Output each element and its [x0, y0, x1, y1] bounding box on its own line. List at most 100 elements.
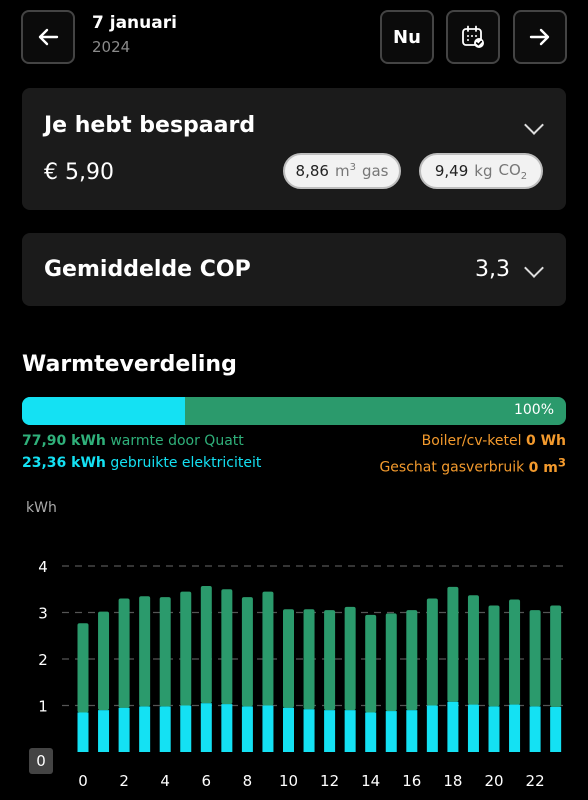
date-year: 2024 [92, 38, 131, 56]
y-tick-label: 1 [38, 698, 48, 716]
bar-heat [365, 614, 377, 713]
x-tick-label: 4 [160, 772, 170, 790]
chevron-down-icon[interactable] [524, 115, 544, 135]
x-tick-label: 6 [202, 772, 212, 790]
bar-heat [303, 609, 315, 710]
arrow-right-icon [529, 28, 550, 46]
bar-heat [529, 610, 541, 707]
savings-title: Je hebt bespaard [44, 113, 256, 138]
x-tick-label: 16 [402, 772, 421, 790]
x-tick-label: 10 [279, 772, 298, 790]
bar-electricity [365, 712, 377, 752]
bar-heat [385, 613, 397, 712]
bar-heat [262, 591, 274, 706]
x-tick-label: 20 [484, 772, 503, 790]
bar-heat [200, 585, 212, 704]
bar-heat [159, 597, 171, 707]
chevron-down-icon[interactable] [524, 258, 544, 278]
x-tick-label: 8 [243, 772, 253, 790]
top-bar: 7 januari 2024 Nu [0, 0, 588, 80]
distribution-title: Warmteverdeling [22, 352, 237, 377]
bar-electricity [344, 710, 356, 752]
x-tick-label: 22 [526, 772, 545, 790]
bar-heat [221, 589, 233, 705]
bar-heat [283, 609, 294, 708]
bar-heat [139, 596, 151, 707]
bar-electricity [509, 704, 521, 752]
bar-heat [406, 610, 418, 711]
cop-value: 3,3 [475, 257, 510, 282]
co2-saved-badge: 9,49 kg CO2 [419, 153, 543, 189]
distribution-bar: 100% [22, 397, 566, 425]
x-tick-label: 12 [320, 772, 339, 790]
bar-heat [324, 610, 336, 711]
bar-electricity [488, 706, 500, 752]
bar-heat [550, 605, 562, 707]
co2-saved-unit: kg [474, 162, 493, 180]
bar-electricity [385, 711, 397, 752]
bar-electricity [221, 704, 233, 752]
legend-gas: Geschat gasverbruik 0 m3 [379, 455, 566, 476]
bar-electricity [283, 707, 294, 752]
calendar-check-icon [462, 25, 484, 48]
bar-electricity [200, 703, 212, 752]
bar-electricity [159, 706, 171, 752]
bar-heat [77, 623, 89, 713]
bar-heat [467, 595, 479, 705]
y-tick-label: 0 [36, 752, 46, 770]
next-day-button[interactable] [513, 10, 567, 64]
bar-heat [118, 598, 130, 708]
x-tick-label: 2 [119, 772, 129, 790]
bar-heat [447, 586, 459, 702]
savings-amount: € 5,90 [44, 160, 114, 185]
bar-electricity [406, 710, 418, 752]
gas-saved-label: gas [361, 162, 389, 180]
co2-saved-value: 9,49 [434, 162, 469, 180]
bar-electricity [467, 704, 479, 752]
y-zero-badge [29, 748, 53, 774]
arrow-left-icon [38, 28, 59, 46]
date-day: 7 januari [92, 13, 177, 33]
bar-electricity [529, 706, 541, 752]
gas-saved-value: 8,86 [295, 162, 329, 180]
cop-title: Gemiddelde COP [44, 257, 251, 282]
y-tick-label: 3 [38, 605, 48, 623]
bar-electricity [324, 710, 336, 752]
y-tick-label: 4 [38, 558, 48, 576]
x-tick-label: 14 [361, 772, 380, 790]
bar-heat [180, 591, 192, 706]
bar-electricity [77, 712, 89, 752]
y-axis-label: kWh [26, 500, 57, 516]
cop-card[interactable]: Gemiddelde COP 3,3 [22, 233, 566, 306]
hourly-chart: kWh 0 1 2 3 4 0 2 4 6 8 10 12 14 16 18 20 22 [0, 490, 588, 800]
distribution-percent: 100% [513, 402, 554, 418]
now-button[interactable]: Nu [380, 10, 434, 64]
calendar-button[interactable] [446, 10, 500, 64]
y-tick-label: 2 [38, 651, 48, 669]
legend-heat: 77,90 kWh warmte door Quatt [22, 433, 244, 449]
bar-electricity [426, 705, 438, 752]
bar-heat [488, 605, 500, 707]
x-tick-label: 18 [443, 772, 462, 790]
co2-saved-label: CO2 [498, 160, 528, 182]
bar-heat [98, 611, 110, 711]
bar-heat [426, 598, 438, 706]
savings-card[interactable]: Je hebt bespaard € 5,90 8,86 m3 gas 9,49… [22, 88, 566, 210]
previous-day-button[interactable] [21, 10, 75, 64]
x-tick-label: 0 [78, 772, 88, 790]
gas-saved-unit: m3 [334, 162, 356, 180]
legend-electricity: 23,36 kWh gebruikte elektriciteit [22, 455, 262, 471]
bar-electricity [139, 706, 151, 752]
bar-electricity [241, 706, 253, 752]
distribution-bar-electricity [22, 397, 186, 425]
bar-electricity [303, 709, 315, 752]
bar-heat [241, 597, 253, 707]
bar-electricity [98, 710, 110, 752]
bar-electricity [262, 705, 274, 752]
legend-boiler: Boiler/cv-ketel 0 Wh [421, 433, 566, 449]
bar-electricity [118, 707, 130, 752]
bar-electricity [550, 706, 562, 752]
bar-electricity [180, 705, 192, 752]
bar-electricity [447, 701, 459, 752]
